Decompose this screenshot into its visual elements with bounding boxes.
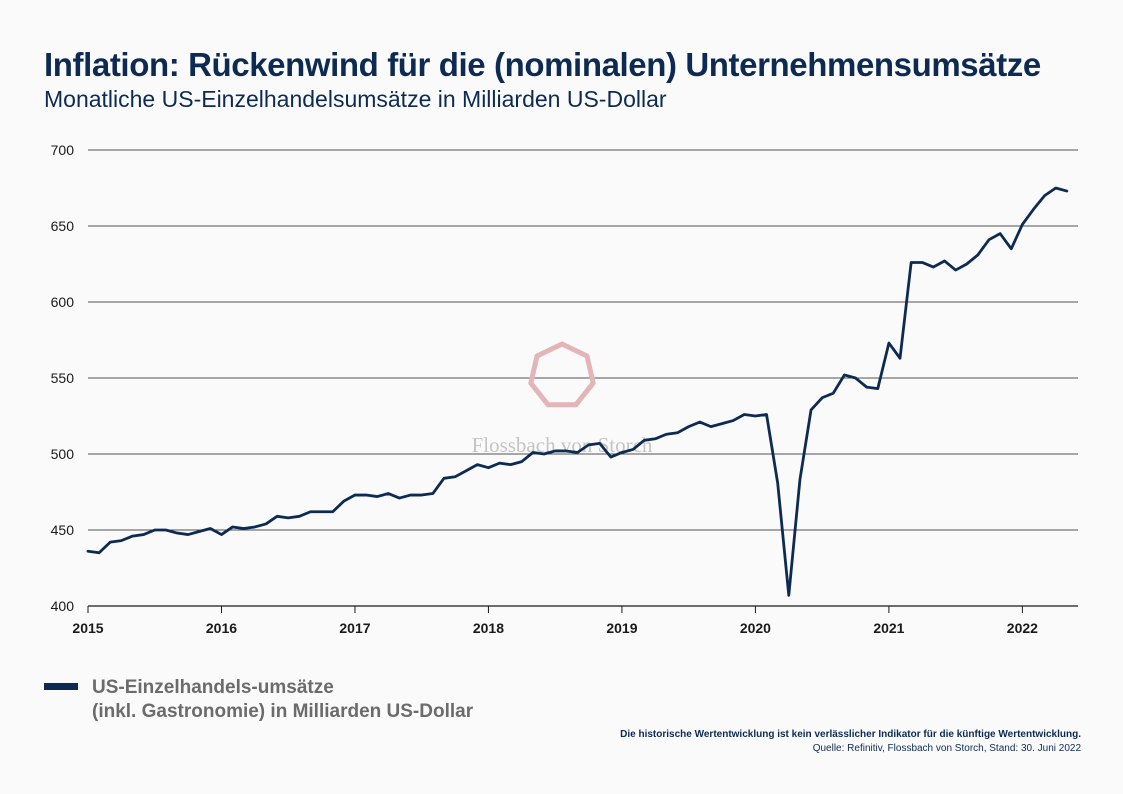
disclaimer-text: Die historische Wertentwicklung ist kein… <box>620 729 1081 740</box>
series-line-0 <box>86 186 1069 597</box>
legend-label: US-Einzelhandels-umsätze (inkl. Gastrono… <box>92 676 473 724</box>
grid-lines <box>88 149 1078 531</box>
y-tick-label-500: 500 <box>51 446 75 462</box>
series-group <box>86 186 1069 597</box>
x-tick-label-2021: 2021 <box>873 620 904 636</box>
x-tick-label-2018: 2018 <box>473 620 504 636</box>
x-tick-label-2015: 2015 <box>72 620 103 636</box>
legend-swatch <box>44 683 78 690</box>
watermark-logo <box>528 341 596 408</box>
x-tick-label-2022: 2022 <box>1007 620 1038 636</box>
y-tick-label-600: 600 <box>51 294 75 310</box>
legend-label-line-2: (inkl. Gastronomie) in Milliarden US-Dol… <box>92 701 474 722</box>
y-tick-label-700: 700 <box>51 142 75 158</box>
x-tick-label-2017: 2017 <box>339 620 370 636</box>
watermark-text: Flossbach von Storch <box>472 433 653 457</box>
y-axis-tick-labels: 400 450 500 550 600 650 700 <box>51 142 75 614</box>
legend-label-line-1: US-Einzelhandels-umsätze <box>92 677 334 698</box>
y-tick-label-400: 400 <box>51 598 75 614</box>
y-tick-label-550: 550 <box>51 370 75 386</box>
x-tick-label-2019: 2019 <box>606 620 637 636</box>
x-tick-label-2020: 2020 <box>740 620 771 636</box>
chart-subtitle: Monatliche US-Einzelhandelsumsätze in Mi… <box>44 86 667 112</box>
x-axis: 2015 2016 2017 2018 2019 2020 2021 2022 <box>72 605 1078 636</box>
legend: US-Einzelhandels-umsätze (inkl. Gastrono… <box>44 676 473 724</box>
x-tick-label-2016: 2016 <box>206 620 237 636</box>
source-text: Quelle: Refinitiv, Flossbach von Storch,… <box>812 743 1081 754</box>
watermark: Flossbach von Storch <box>472 341 653 457</box>
y-tick-label-650: 650 <box>51 218 75 234</box>
y-tick-label-450: 450 <box>51 522 75 538</box>
chart-title: Inflation: Rückenwind für die (nominalen… <box>44 46 1041 83</box>
